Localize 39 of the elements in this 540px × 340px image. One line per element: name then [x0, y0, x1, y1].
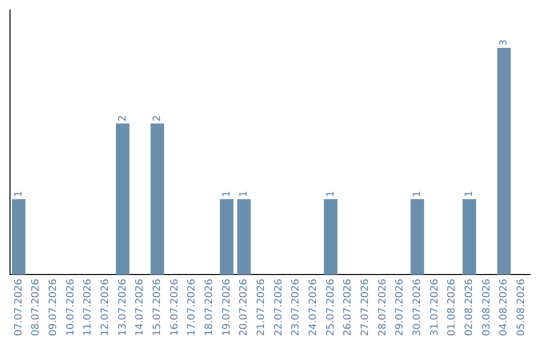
- x-tick-label: 05.08.2026: [516, 278, 527, 336]
- data-label: 2: [152, 115, 163, 122]
- x-tick-label: 08.07.2026: [30, 278, 42, 336]
- x-tick-label: 01.08.2026: [446, 278, 458, 336]
- x-tick-label: 09.07.2026: [48, 278, 59, 336]
- x-tick-label: 29.07.2026: [394, 278, 406, 336]
- x-tick-label: 12.07.2026: [100, 278, 111, 336]
- x-tick-label: 24.07.2026: [308, 278, 319, 336]
- x-tick-label: 31.07.2026: [429, 278, 440, 336]
- x-tick-label: 03.08.2026: [481, 278, 492, 336]
- x-tick-label: 21.07.2026: [256, 278, 267, 336]
- data-label: 1: [238, 190, 250, 198]
- data-label: 1: [412, 190, 423, 198]
- x-tick-label: 17.07.2026: [186, 278, 198, 336]
- x-tick-label: 25.07.2026: [325, 278, 336, 336]
- x-tick-label: 02.08.2026: [464, 278, 475, 336]
- data-label: 1: [325, 190, 336, 198]
- x-tick-label: 16.07.2026: [169, 278, 180, 336]
- data-label: 1: [464, 190, 475, 198]
- x-tick-label: 10.07.2026: [65, 278, 76, 336]
- data-label: 2: [117, 115, 128, 122]
- x-tick-label: 04.08.2026: [498, 278, 510, 336]
- x-tick-label: 26.07.2026: [342, 278, 354, 336]
- x-tick-label: 23.07.2026: [290, 278, 302, 336]
- x-tick-label: 22.07.2026: [273, 278, 284, 336]
- x-tick-label: 20.07.2026: [238, 278, 250, 336]
- data-label: 1: [221, 190, 232, 198]
- x-tick-label: 13.07.2026: [117, 278, 128, 336]
- x-tick-label: 15.07.2026: [152, 278, 163, 336]
- data-label: 1: [13, 190, 24, 198]
- x-tick-label: 19.07.2026: [221, 278, 232, 336]
- x-tick-label: 27.07.2026: [360, 278, 371, 336]
- x-tick-label: 18.07.2026: [204, 278, 215, 336]
- x-tick-label: 07.07.2026: [13, 278, 24, 336]
- data-label: 3: [498, 39, 510, 46]
- x-tick-label: 28.07.2026: [377, 278, 388, 336]
- x-tick-label: 14.07.2026: [134, 278, 146, 336]
- x-tick-label: 30.07.2026: [412, 278, 423, 336]
- x-tick-label: 11.07.2026: [82, 278, 94, 336]
